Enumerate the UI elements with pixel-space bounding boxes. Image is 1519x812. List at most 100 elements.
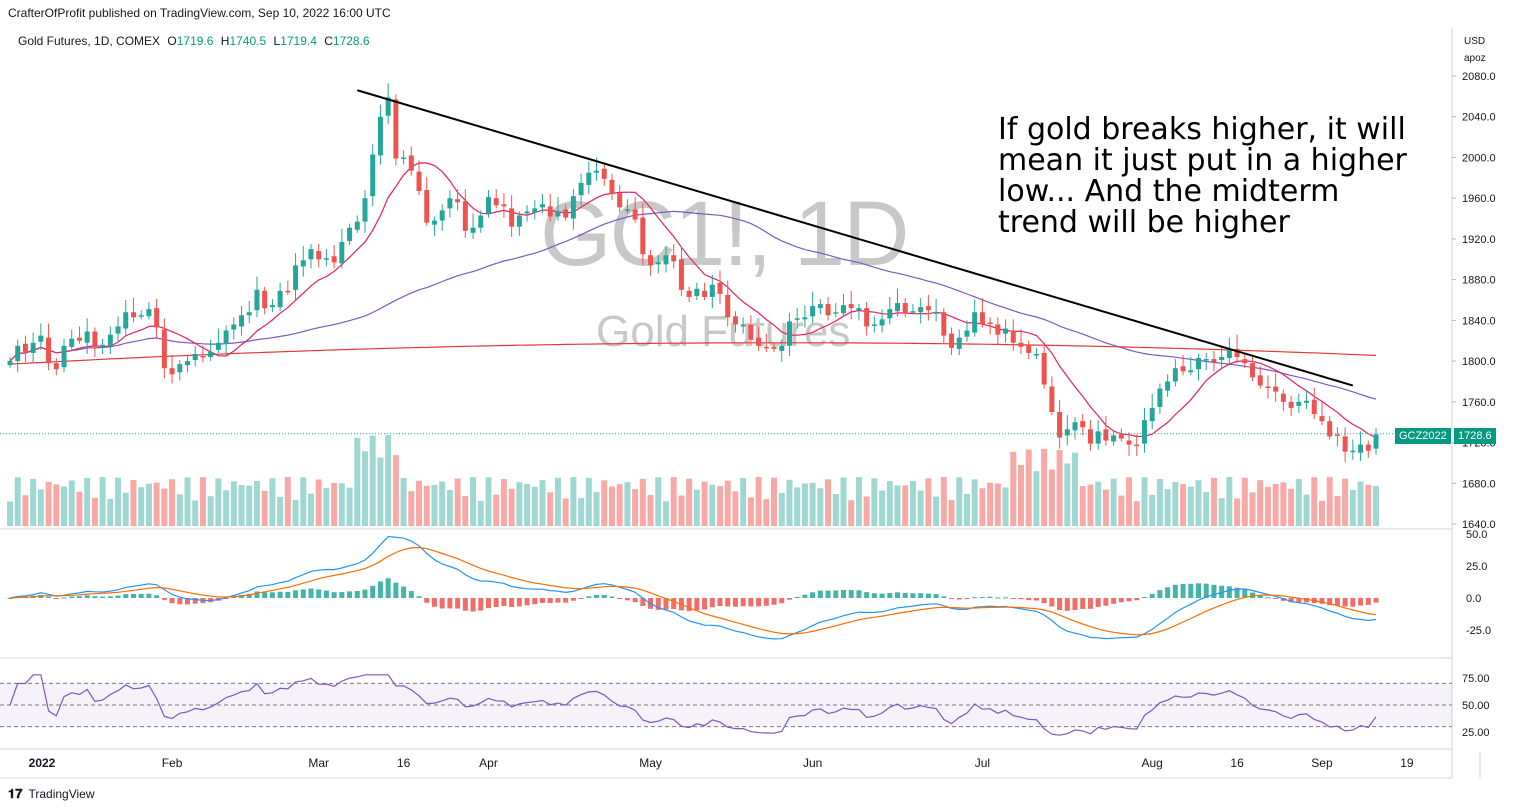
macd-histogram-bar bbox=[169, 598, 175, 604]
macd-histogram-bar bbox=[987, 596, 993, 598]
macd-histogram-bar bbox=[1226, 586, 1232, 598]
candle-body bbox=[555, 211, 561, 217]
macd-histogram-bar bbox=[910, 593, 916, 598]
volume-bar bbox=[1133, 501, 1140, 526]
candle-body bbox=[848, 304, 854, 309]
candle-body bbox=[540, 204, 546, 208]
candle-body bbox=[949, 333, 955, 348]
volume-bar bbox=[1172, 482, 1179, 526]
macd-histogram-bar bbox=[848, 590, 854, 598]
macd-histogram-bar bbox=[424, 598, 430, 603]
candle-body bbox=[686, 290, 692, 297]
low-value: 1719.4 bbox=[280, 34, 317, 48]
macd-histogram-bar bbox=[879, 593, 885, 598]
macd-histogram-bar bbox=[833, 590, 839, 598]
macd-histogram-bar bbox=[972, 597, 978, 599]
candle-body bbox=[316, 251, 322, 260]
macd-histogram-bar bbox=[1211, 584, 1217, 598]
candle-body bbox=[1018, 342, 1024, 347]
candle-body bbox=[501, 204, 507, 207]
volume-bar bbox=[570, 477, 577, 526]
candle-body bbox=[478, 215, 484, 228]
price-tick-label: 2000.0 bbox=[1462, 152, 1496, 164]
volume-bar bbox=[477, 500, 484, 526]
candle-body bbox=[779, 345, 785, 351]
volume-bar bbox=[315, 479, 322, 526]
candle-body bbox=[825, 304, 831, 316]
candle-body bbox=[1072, 422, 1078, 431]
macd-histogram-bar bbox=[1188, 583, 1194, 598]
volume-bar bbox=[763, 499, 770, 526]
macd-histogram-bar bbox=[786, 598, 792, 600]
candle-body bbox=[856, 308, 862, 311]
volume-bar bbox=[1203, 492, 1210, 526]
macd-histogram-bar bbox=[130, 593, 136, 598]
volume-bar bbox=[408, 491, 415, 526]
volume-bar bbox=[423, 485, 430, 526]
macd-histogram-bar bbox=[1373, 598, 1379, 603]
volume-bar bbox=[485, 477, 492, 526]
macd-histogram-bar bbox=[7, 598, 13, 599]
volume-bar bbox=[385, 435, 392, 526]
macd-histogram-bar bbox=[1296, 598, 1302, 603]
volume-bar bbox=[1264, 486, 1271, 526]
volume-bar bbox=[238, 485, 245, 526]
volume-bar bbox=[747, 497, 754, 526]
candle-body bbox=[1149, 407, 1155, 422]
high-label: H bbox=[220, 34, 230, 48]
macd-histogram-bar bbox=[617, 598, 623, 599]
macd-histogram-bar bbox=[231, 596, 237, 598]
macd-histogram-bar bbox=[817, 590, 823, 598]
candle-body bbox=[524, 211, 530, 214]
candle-body bbox=[69, 338, 75, 347]
macd-histogram-bar bbox=[478, 598, 484, 611]
macd-histogram-bar bbox=[393, 582, 399, 598]
volume-bar bbox=[987, 482, 994, 526]
candle-body bbox=[254, 289, 260, 311]
macd-tick-label: 50.0 bbox=[1466, 529, 1487, 541]
candle-body bbox=[995, 324, 1001, 335]
candle-body bbox=[617, 193, 623, 208]
macd-histogram-bar bbox=[1111, 598, 1117, 604]
macd-histogram-bar bbox=[802, 594, 808, 598]
volume-bar bbox=[1326, 477, 1333, 526]
rsi-tick-label: 25.00 bbox=[1462, 727, 1490, 739]
candle-body bbox=[732, 316, 738, 325]
macd-histogram-bar bbox=[671, 598, 677, 609]
candle-body bbox=[1273, 386, 1279, 392]
candle-body bbox=[1350, 450, 1356, 453]
candle-body bbox=[239, 315, 245, 327]
candle-body bbox=[840, 305, 846, 314]
price-tick-label: 1760.0 bbox=[1462, 397, 1496, 409]
volume-bar bbox=[300, 477, 307, 526]
volume-bar bbox=[547, 492, 554, 526]
macd-histogram-bar bbox=[254, 591, 260, 598]
candle-body bbox=[1111, 435, 1117, 442]
symbol-name[interactable]: Gold Futures, 1D, COMEX bbox=[18, 34, 161, 48]
macd-histogram-bar bbox=[177, 598, 183, 605]
volume-bar bbox=[331, 482, 338, 526]
volume-bar bbox=[963, 493, 970, 526]
macd-histogram-bar bbox=[949, 598, 955, 599]
volume-bar bbox=[138, 487, 145, 526]
open-value: 1719.6 bbox=[176, 34, 214, 48]
candle-body bbox=[1211, 359, 1217, 363]
volume-bar bbox=[786, 479, 793, 526]
volume-bar bbox=[362, 451, 369, 526]
volume-bar bbox=[199, 477, 206, 526]
macd-histogram-bar bbox=[501, 598, 507, 607]
macd-histogram-bar bbox=[1003, 597, 1009, 599]
volume-bar bbox=[439, 481, 446, 526]
volume-bar bbox=[1087, 484, 1094, 526]
macd-histogram-bar bbox=[84, 595, 90, 598]
volume-bar bbox=[1257, 480, 1264, 526]
macd-histogram-bar bbox=[748, 598, 754, 607]
candle-body bbox=[208, 351, 214, 358]
candle-body bbox=[887, 309, 893, 319]
macd-histogram-bar bbox=[740, 598, 746, 607]
volume-bar bbox=[307, 493, 314, 526]
macd-histogram-bar bbox=[100, 596, 106, 598]
price-tick-label: 1840.0 bbox=[1462, 315, 1496, 327]
candle-body bbox=[354, 221, 360, 230]
